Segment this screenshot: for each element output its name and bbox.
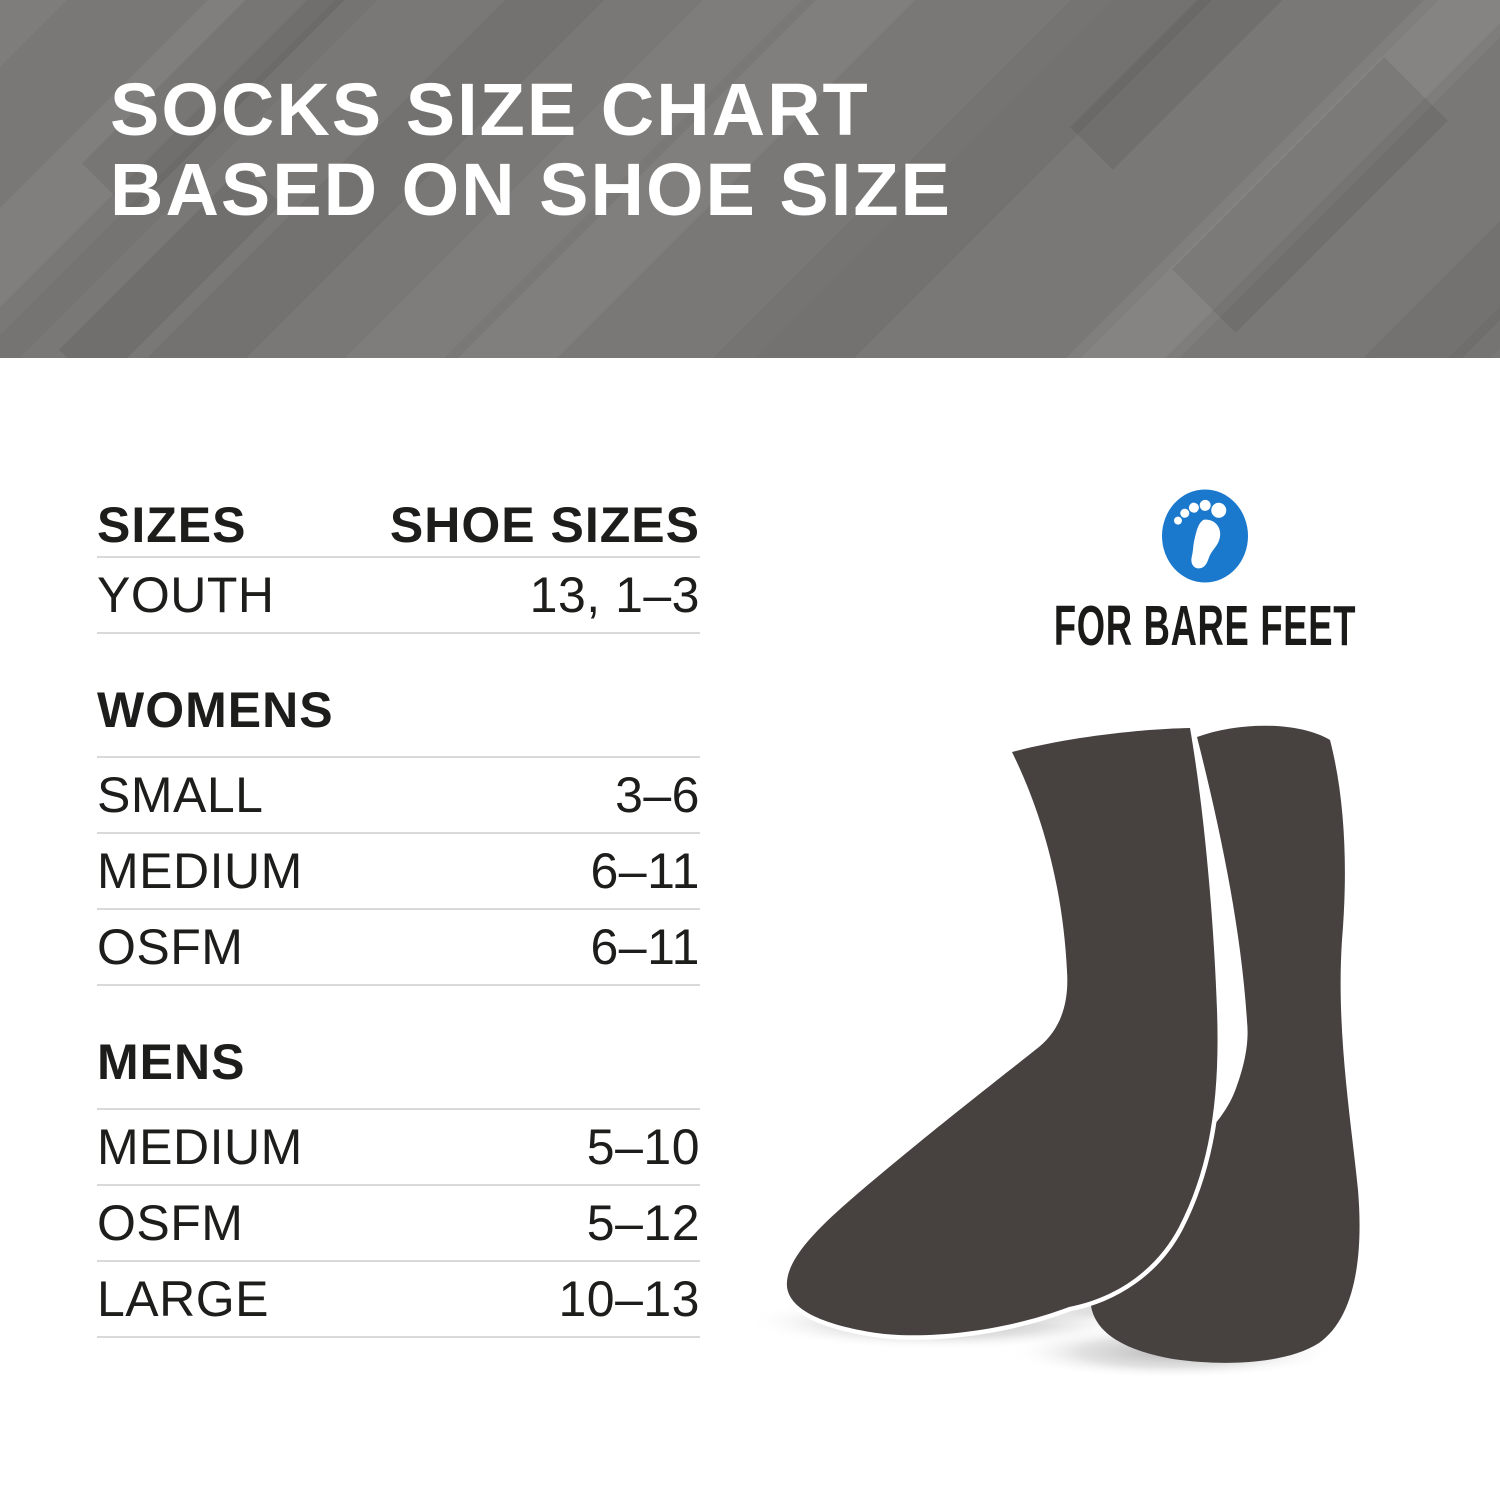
page-title: SOCKS SIZE CHART BASED ON SHOE SIZE bbox=[110, 70, 952, 230]
mid-shadow-swoosh bbox=[1011, 1273, 1289, 1327]
left-sock bbox=[782, 723, 1223, 1340]
section-title-womens: WOMENS bbox=[97, 634, 700, 758]
row-label: OSFM bbox=[97, 919, 244, 975]
row-label: LARGE bbox=[97, 1271, 270, 1327]
page-title-line2: BASED ON SHOE SIZE bbox=[110, 148, 952, 231]
row-label: YOUTH bbox=[97, 567, 275, 623]
right-sock bbox=[1090, 725, 1360, 1363]
row-value: 5–12 bbox=[586, 1195, 700, 1251]
table-header: SIZES SHOE SIZES bbox=[97, 500, 700, 558]
page-title-line1: SOCKS SIZE CHART bbox=[110, 68, 870, 151]
banner-diagonal-stripes bbox=[0, 0, 1500, 358]
left-sock-shadow bbox=[745, 1294, 1145, 1350]
table-row-womens-small: SMALL 3–6 bbox=[97, 758, 700, 834]
table-row-mens-large: LARGE 10–13 bbox=[97, 1262, 700, 1338]
table-row-mens-medium: MEDIUM 5–10 bbox=[97, 1110, 700, 1186]
row-value: 6–11 bbox=[590, 919, 700, 975]
row-label: MEDIUM bbox=[97, 1119, 303, 1175]
footprint-icon bbox=[1162, 489, 1248, 583]
section-title-mens: MENS bbox=[97, 986, 700, 1110]
row-label: OSFM bbox=[97, 1195, 244, 1251]
row-value: 6–11 bbox=[590, 843, 700, 899]
row-value: 10–13 bbox=[558, 1271, 700, 1327]
brand-wordmark: FOR BARE FEET bbox=[1053, 595, 1357, 658]
table-row-womens-medium: MEDIUM 6–11 bbox=[97, 834, 700, 910]
row-value: 3–6 bbox=[615, 767, 700, 823]
column-header-shoe-sizes: SHOE SIZES bbox=[389, 497, 700, 553]
right-sock-shadow bbox=[1007, 1325, 1337, 1379]
table-row-mens-osfm: OSFM 5–12 bbox=[97, 1186, 700, 1262]
row-value: 13, 1–3 bbox=[529, 567, 700, 623]
header-banner: SOCKS SIZE CHART BASED ON SHOE SIZE bbox=[0, 0, 1500, 358]
row-label: MEDIUM bbox=[97, 843, 303, 899]
table-row-womens-osfm: OSFM 6–11 bbox=[97, 910, 700, 986]
column-header-sizes: SIZES bbox=[97, 497, 247, 553]
row-value: 5–10 bbox=[586, 1119, 700, 1175]
table-row-youth: YOUTH 13, 1–3 bbox=[97, 558, 700, 634]
size-table: SIZES SHOE SIZES YOUTH 13, 1–3 WOMENS SM… bbox=[97, 500, 700, 1338]
row-label: SMALL bbox=[97, 767, 264, 823]
